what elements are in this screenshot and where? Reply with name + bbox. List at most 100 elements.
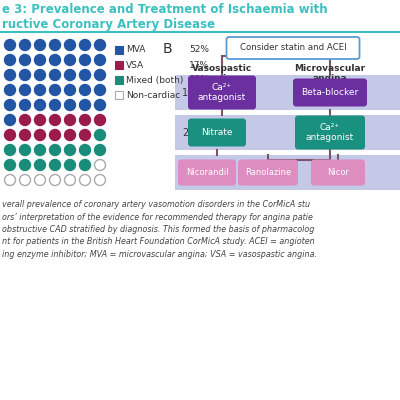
Circle shape xyxy=(20,144,30,156)
Circle shape xyxy=(34,84,46,96)
Text: obstructive CAD stratified by diagnosis. This formed the basis of pharmacolog: obstructive CAD stratified by diagnosis.… xyxy=(2,225,314,234)
FancyBboxPatch shape xyxy=(188,118,246,146)
Circle shape xyxy=(64,54,76,66)
Circle shape xyxy=(64,84,76,96)
Text: ors’ interpretation of the evidence for recommended therapy for angina patie: ors’ interpretation of the evidence for … xyxy=(2,212,313,222)
Circle shape xyxy=(94,100,106,110)
FancyBboxPatch shape xyxy=(293,78,367,106)
Text: Nicor: Nicor xyxy=(327,168,349,177)
Circle shape xyxy=(64,160,76,170)
Bar xyxy=(115,61,123,69)
Text: Ca²⁺
antagonist: Ca²⁺ antagonist xyxy=(306,123,354,142)
Text: 17%: 17% xyxy=(189,60,209,70)
Circle shape xyxy=(50,130,60,140)
FancyBboxPatch shape xyxy=(311,160,365,186)
Circle shape xyxy=(34,174,46,186)
Text: 3rd: 3rd xyxy=(182,168,198,178)
Circle shape xyxy=(4,100,16,110)
Circle shape xyxy=(4,160,16,170)
Circle shape xyxy=(80,160,90,170)
FancyBboxPatch shape xyxy=(175,75,400,110)
Circle shape xyxy=(50,84,60,96)
Circle shape xyxy=(50,114,60,126)
Circle shape xyxy=(80,70,90,80)
Circle shape xyxy=(34,144,46,156)
Text: Microvascular
angina: Microvascular angina xyxy=(294,64,366,83)
Circle shape xyxy=(64,174,76,186)
Circle shape xyxy=(4,40,16,50)
Circle shape xyxy=(80,40,90,50)
Text: ructive Coronary Artery Disease: ructive Coronary Artery Disease xyxy=(2,18,215,31)
Text: Nicorandil: Nicorandil xyxy=(186,168,228,177)
Text: e 3: Prevalence and Treatment of Ischaemia with: e 3: Prevalence and Treatment of Ischaem… xyxy=(2,3,328,16)
Circle shape xyxy=(20,84,30,96)
Text: Ca²⁺
antagonist: Ca²⁺ antagonist xyxy=(198,83,246,102)
Circle shape xyxy=(4,54,16,66)
Circle shape xyxy=(64,130,76,140)
Circle shape xyxy=(94,144,106,156)
Circle shape xyxy=(50,144,60,156)
Text: Non-cardiac: Non-cardiac xyxy=(126,90,180,100)
Circle shape xyxy=(20,130,30,140)
Bar xyxy=(115,46,123,54)
Text: nt for patients in the British Heart Foundation CorMicA study. ACEI = angioten: nt for patients in the British Heart Fou… xyxy=(2,238,315,246)
Circle shape xyxy=(94,160,106,170)
Circle shape xyxy=(34,54,46,66)
Text: Vasospastic
angina: Vasospastic angina xyxy=(192,64,252,83)
Circle shape xyxy=(20,70,30,80)
Circle shape xyxy=(94,174,106,186)
Circle shape xyxy=(94,40,106,50)
Circle shape xyxy=(20,160,30,170)
Circle shape xyxy=(4,174,16,186)
Circle shape xyxy=(94,70,106,80)
Text: 11%: 11% xyxy=(189,90,209,100)
Circle shape xyxy=(34,114,46,126)
Circle shape xyxy=(64,144,76,156)
Circle shape xyxy=(64,40,76,50)
Circle shape xyxy=(34,70,46,80)
Circle shape xyxy=(50,40,60,50)
Circle shape xyxy=(20,114,30,126)
Text: Consider statin and ACEI: Consider statin and ACEI xyxy=(240,44,346,52)
FancyBboxPatch shape xyxy=(175,155,400,190)
Text: VSA: VSA xyxy=(126,60,144,70)
Circle shape xyxy=(4,84,16,96)
Text: Beta-blocker: Beta-blocker xyxy=(301,88,359,97)
Circle shape xyxy=(34,160,46,170)
Circle shape xyxy=(20,100,30,110)
Circle shape xyxy=(34,40,46,50)
Circle shape xyxy=(34,130,46,140)
Text: MVA: MVA xyxy=(126,46,145,54)
Bar xyxy=(115,91,123,99)
FancyBboxPatch shape xyxy=(226,37,360,59)
Circle shape xyxy=(64,100,76,110)
Circle shape xyxy=(50,70,60,80)
Text: Mixed (both): Mixed (both) xyxy=(126,76,183,84)
Circle shape xyxy=(80,114,90,126)
Circle shape xyxy=(20,54,30,66)
Text: 20%: 20% xyxy=(189,76,209,84)
Circle shape xyxy=(20,174,30,186)
FancyBboxPatch shape xyxy=(238,160,298,186)
Circle shape xyxy=(50,100,60,110)
Circle shape xyxy=(80,144,90,156)
FancyBboxPatch shape xyxy=(188,76,256,110)
FancyBboxPatch shape xyxy=(178,160,236,186)
Circle shape xyxy=(80,84,90,96)
Text: Nitrate: Nitrate xyxy=(201,128,233,137)
Circle shape xyxy=(80,174,90,186)
Circle shape xyxy=(80,130,90,140)
FancyBboxPatch shape xyxy=(175,115,400,150)
Circle shape xyxy=(64,114,76,126)
Circle shape xyxy=(94,114,106,126)
Text: B: B xyxy=(163,42,173,56)
Text: 2nd: 2nd xyxy=(182,128,201,138)
Circle shape xyxy=(50,54,60,66)
Circle shape xyxy=(4,144,16,156)
Circle shape xyxy=(80,100,90,110)
Circle shape xyxy=(50,160,60,170)
Circle shape xyxy=(20,40,30,50)
Text: 52%: 52% xyxy=(189,46,209,54)
Circle shape xyxy=(4,114,16,126)
Circle shape xyxy=(4,130,16,140)
